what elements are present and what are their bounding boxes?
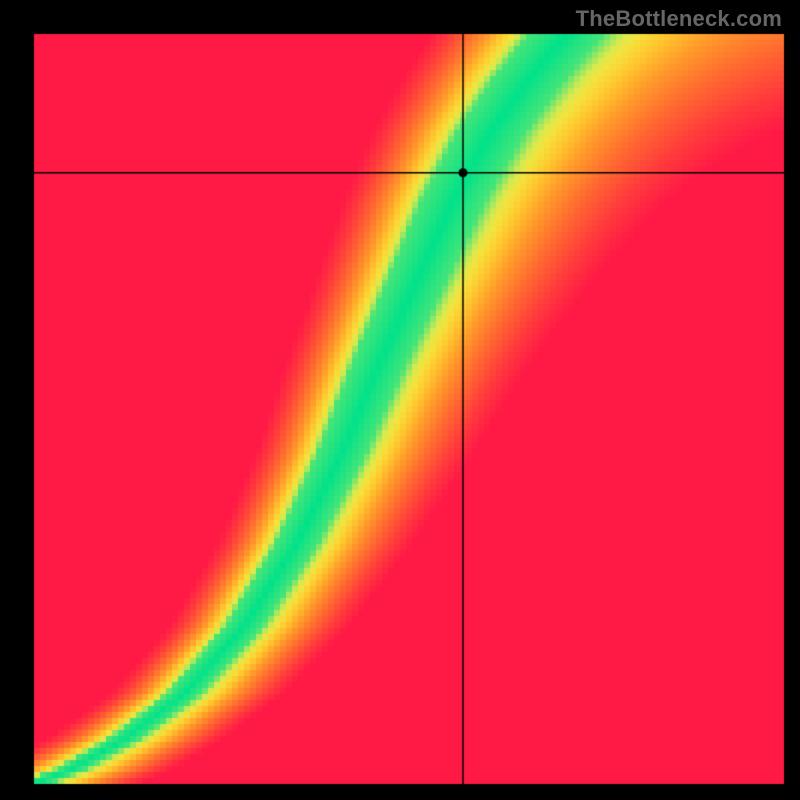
source-watermark: TheBottleneck.com <box>576 6 782 32</box>
heatmap-canvas <box>0 0 800 800</box>
chart-root: TheBottleneck.com <box>0 0 800 800</box>
